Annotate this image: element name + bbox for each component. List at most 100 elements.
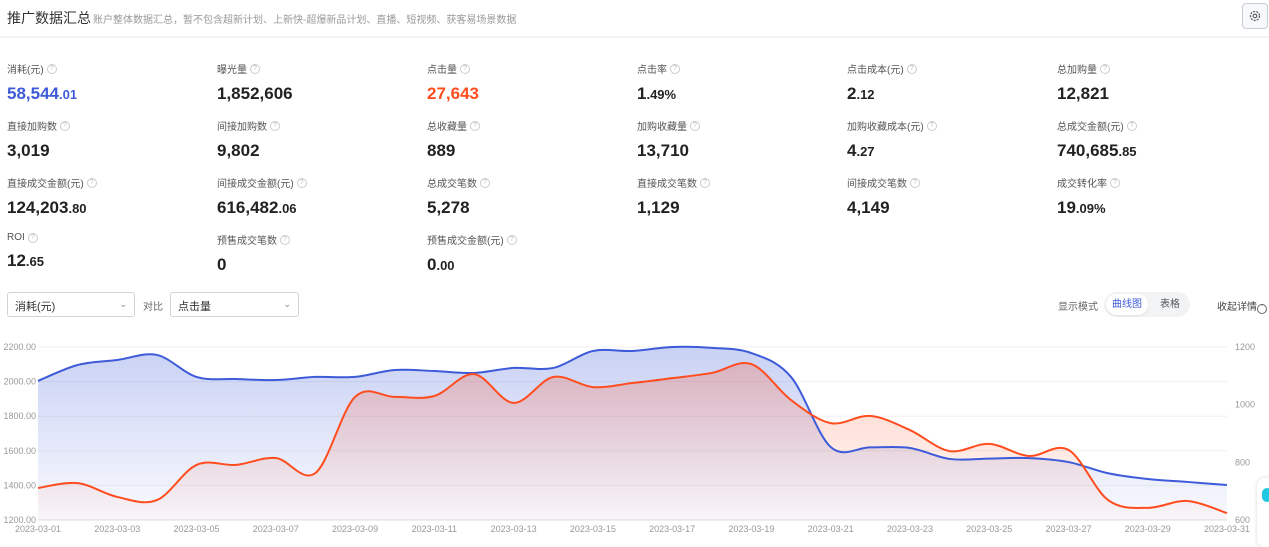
help-icon[interactable]: ? (670, 63, 680, 74)
trend-chart: 1200.00 1400.00 1600.00 1800.00 2000.00 2200.… (3, 342, 1255, 534)
y-left-tick-label: 2000.00 (3, 377, 36, 387)
metric-card: 点击量? 27,643 (427, 61, 632, 104)
help-icon[interactable]: ? (906, 63, 917, 74)
chevron-down-icon: ⌄ (283, 299, 291, 309)
mode-table-tab[interactable]: 表格 (1160, 299, 1180, 310)
help-icon[interactable]: ? (296, 177, 307, 188)
metric-label-text: 间接加购数 (217, 122, 267, 133)
x-tick-label: 2023-03-05 (174, 524, 220, 534)
metric-value-int: 1 (637, 84, 647, 103)
metric-value-int: 58,544 (7, 84, 59, 103)
metric-label-text: 点击成本(元) (847, 65, 904, 76)
metric-label: 直接成交笔数? (637, 175, 842, 190)
metric-value: 3,019 (7, 141, 212, 161)
metric-card: 预售成交金额(元)? 0.00 (427, 232, 632, 275)
metric-value-decimal: .01 (59, 87, 78, 102)
metric-card: 加购收藏成本(元)? 4.27 (847, 118, 1052, 161)
y-left-tick-label: 1600.00 (3, 446, 36, 456)
floating-helper-widget[interactable] (1257, 478, 1269, 547)
metric-value: 13,710 (637, 141, 842, 161)
help-icon[interactable]: ? (480, 177, 490, 188)
metric-card: 直接成交金额(元)? 124,203.80 (7, 175, 212, 218)
metric-value-int: 124,203 (7, 198, 69, 217)
y-right-tick-label: 600 (1235, 515, 1250, 525)
metric-value: 1.49% (637, 84, 842, 104)
x-tick-label: 2023-03-31 (1204, 524, 1250, 534)
help-icon[interactable]: ? (1110, 177, 1120, 188)
primary-metric-select[interactable]: 消耗(元) ⌄ (7, 292, 135, 317)
metric-value: 4.27 (847, 141, 1052, 161)
metric-label-text: 成交转化率 (1057, 179, 1107, 190)
metric-label: 点击量? (427, 61, 632, 76)
help-icon[interactable]: ? (506, 234, 517, 245)
metric-label: 直接成交金额(元)? (7, 175, 212, 190)
help-icon[interactable]: ? (926, 120, 937, 131)
metric-value: 124,203.80 (7, 198, 212, 218)
metric-value-int: 1,852,606 (217, 84, 293, 103)
primary-metric-value: 消耗(元) (15, 301, 56, 313)
metric-label-text: ROI (7, 232, 25, 243)
metric-label: 预售成交金额(元)? (427, 232, 632, 247)
help-icon[interactable]: ? (460, 63, 470, 74)
page-title: 推广数据汇总 (7, 10, 91, 26)
help-icon[interactable]: ? (280, 234, 290, 245)
help-icon[interactable]: ? (46, 63, 57, 74)
metric-value: 1,852,606 (217, 84, 422, 104)
collapse-label: 收起详情 (1217, 302, 1257, 313)
series-line-0 (37, 345, 1228, 487)
x-tick-label: 2023-03-09 (332, 524, 378, 534)
help-icon[interactable]: ? (27, 232, 38, 243)
compare-metric-select[interactable]: 点击量 ⌄ (170, 292, 299, 317)
metric-value: 58,544.01 (7, 84, 212, 104)
metric-value-int: 9,802 (217, 141, 260, 160)
help-icon[interactable]: ? (1126, 120, 1137, 131)
help-icon[interactable]: ? (250, 63, 260, 74)
help-icon[interactable]: ? (700, 177, 710, 188)
mode-chart-tab[interactable]: 曲线图 (1106, 294, 1148, 315)
metric-label: 间接成交笔数? (847, 175, 1052, 190)
metric-value-int: 616,482 (217, 198, 279, 217)
metric-label-text: 点击量 (427, 65, 457, 76)
metric-value: 616,482.06 (217, 198, 422, 218)
help-icon[interactable]: ? (470, 120, 480, 131)
metric-value-int: 5,278 (427, 198, 470, 217)
settings-button[interactable] (1242, 3, 1268, 29)
metric-value-int: 0 (217, 255, 227, 274)
collapse-details-button[interactable]: 收起详情 ˆ (1217, 298, 1267, 314)
help-icon[interactable]: ? (1100, 63, 1110, 74)
help-icon[interactable]: ? (690, 120, 700, 131)
x-tick-label: 2023-03-23 (887, 524, 933, 534)
y-right-tick-label: 1200 (1235, 342, 1255, 352)
metric-label: 加购收藏成本(元)? (847, 118, 1052, 133)
metric-card: 总收藏量? 889 (427, 118, 632, 161)
metric-card: 间接成交金额(元)? 616,482.06 (217, 175, 422, 218)
metric-label: 总成交笔数? (427, 175, 632, 190)
help-icon[interactable]: ? (86, 177, 97, 188)
metric-value: 5,278 (427, 198, 632, 218)
help-icon[interactable]: ? (910, 177, 920, 188)
metric-value-int: 0 (427, 255, 437, 274)
x-tick-label: 2023-03-13 (491, 524, 537, 534)
metric-card: ROI? 12.65 (7, 232, 212, 271)
metric-card: 点击率? 1.49% (637, 61, 842, 104)
help-icon[interactable]: ? (270, 120, 280, 131)
metric-value: 4,149 (847, 198, 1052, 218)
metric-value: 27,643 (427, 84, 632, 104)
metric-card: 总成交笔数? 5,278 (427, 175, 632, 218)
metric-value-int: 12,821 (1057, 84, 1109, 103)
metric-label: 总成交金额(元)? (1057, 118, 1262, 133)
metric-value-decimal: .65 (25, 254, 44, 269)
metric-label-text: 总成交金额(元) (1057, 122, 1124, 133)
y-left-tick-label: 1800.00 (3, 411, 36, 421)
metric-label-text: 加购收藏量 (637, 122, 687, 133)
page-subtitle: 账户整体数据汇总，暂不包含超新计划、上新快-超爆新品计划、直播、短视频、获客易场… (93, 15, 517, 26)
metric-value-int: 3,019 (7, 141, 50, 160)
compare-label: 对比 (143, 302, 163, 313)
help-icon[interactable]: ? (60, 120, 70, 131)
metric-label: 成交转化率? (1057, 175, 1262, 190)
metric-card: 消耗(元)? 58,544.01 (7, 61, 212, 104)
metric-value-decimal: .80 (68, 201, 87, 216)
metric-value-int: 4 (847, 141, 857, 160)
series-area-1 (38, 362, 1227, 520)
metric-label-text: 加购收藏成本(元) (847, 122, 924, 133)
